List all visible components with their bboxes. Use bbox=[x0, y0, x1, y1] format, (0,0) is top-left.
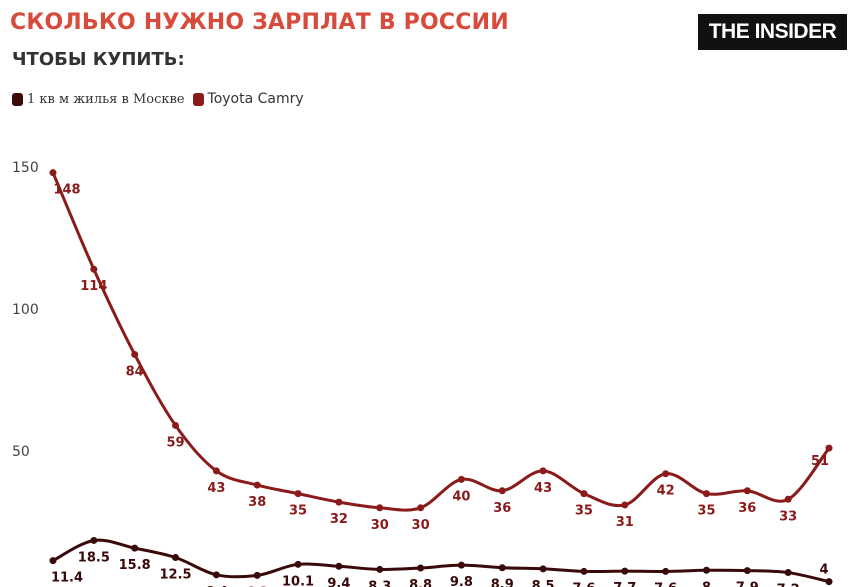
data-label-camry: 30 bbox=[371, 518, 389, 533]
data-label-camry: 32 bbox=[330, 512, 348, 527]
data-label-moscow: 8.9 bbox=[491, 578, 514, 587]
point-camry bbox=[702, 490, 710, 498]
y-tick-label: 50 bbox=[12, 444, 30, 460]
data-label-moscow: 7.9 bbox=[736, 581, 759, 587]
data-label-moscow: 6.4 bbox=[205, 585, 228, 587]
data-label-moscow: 8 bbox=[702, 580, 711, 587]
point-camry bbox=[335, 498, 343, 506]
data-label-moscow: 9.4 bbox=[327, 576, 350, 587]
point-camry bbox=[172, 421, 180, 429]
series-line-camry bbox=[51, 171, 831, 512]
point-camry bbox=[621, 501, 629, 509]
point-camry bbox=[662, 470, 670, 478]
data-label-moscow: 15.8 bbox=[119, 558, 151, 573]
data-label-camry: 38 bbox=[248, 495, 266, 510]
data-label-camry: 35 bbox=[289, 504, 307, 519]
point-moscow bbox=[49, 557, 57, 565]
data-label-camry: 148 bbox=[53, 183, 80, 198]
point-moscow bbox=[702, 566, 710, 574]
point-camry bbox=[294, 490, 302, 498]
point-moscow bbox=[784, 569, 792, 577]
data-label-moscow: 8.8 bbox=[409, 578, 432, 587]
data-label-moscow: 18.5 bbox=[78, 550, 110, 565]
point-moscow bbox=[294, 560, 302, 568]
point-camry bbox=[417, 504, 425, 512]
data-label-camry: 35 bbox=[697, 504, 715, 519]
data-label-camry: 33 bbox=[779, 509, 797, 524]
chart-title: СКОЛЬКО НУЖНО ЗАРПЛАТ В РОССИИ bbox=[10, 10, 509, 35]
data-label-moscow: 7.7 bbox=[613, 581, 636, 587]
data-label-moscow: 6.2 bbox=[246, 585, 269, 587]
data-label-camry: 36 bbox=[738, 501, 756, 516]
point-camry bbox=[825, 444, 833, 452]
point-camry bbox=[90, 265, 98, 273]
point-moscow bbox=[825, 578, 833, 586]
point-camry bbox=[212, 467, 220, 475]
point-moscow bbox=[662, 567, 670, 575]
point-camry bbox=[376, 504, 384, 512]
data-label-camry: 42 bbox=[657, 484, 675, 499]
legend-item-camry[interactable]: Toyota Camry bbox=[192, 91, 304, 107]
point-camry bbox=[498, 487, 506, 495]
point-moscow bbox=[212, 571, 220, 579]
data-label-moscow: 10.1 bbox=[282, 574, 314, 587]
data-label-moscow: 11.4 bbox=[51, 571, 83, 586]
point-moscow bbox=[539, 565, 547, 573]
point-camry bbox=[743, 487, 751, 495]
point-camry bbox=[580, 490, 588, 498]
data-label-camry: 59 bbox=[166, 435, 184, 450]
point-moscow bbox=[457, 561, 465, 569]
point-moscow bbox=[90, 536, 98, 544]
point-camry bbox=[784, 495, 792, 503]
point-moscow bbox=[580, 567, 588, 575]
point-moscow bbox=[743, 567, 751, 575]
data-label-camry: 31 bbox=[616, 515, 634, 530]
legend-item-moscow[interactable]: 1 кв м жилья в Москве bbox=[12, 92, 185, 107]
data-label-camry: 51 bbox=[811, 454, 829, 469]
data-label-camry: 84 bbox=[126, 364, 144, 379]
data-label-moscow: 7.6 bbox=[654, 581, 677, 587]
data-label-moscow: 7.6 bbox=[572, 581, 595, 587]
data-label-camry: 35 bbox=[575, 504, 593, 519]
legend-swatch-camry bbox=[192, 92, 204, 106]
legend-label-camry: Toyota Camry bbox=[207, 91, 304, 107]
point-camry bbox=[131, 350, 139, 358]
data-label-moscow: 9.8 bbox=[450, 575, 473, 587]
point-moscow bbox=[131, 544, 139, 552]
legend: 1 кв м жилья в Москве Toyota Camry bbox=[12, 91, 312, 107]
point-moscow bbox=[335, 562, 343, 570]
point-camry bbox=[539, 467, 547, 475]
data-label-moscow: 8.3 bbox=[368, 579, 391, 587]
point-camry bbox=[49, 169, 57, 177]
point-moscow bbox=[172, 554, 180, 561]
legend-swatch-moscow bbox=[12, 92, 23, 106]
data-label-moscow: 7.2 bbox=[777, 583, 800, 587]
point-moscow bbox=[498, 564, 506, 572]
point-moscow bbox=[417, 564, 425, 572]
data-label-moscow: 4 bbox=[819, 563, 828, 578]
the-insider-logo: THE INSIDER bbox=[698, 14, 847, 50]
data-label-camry: 40 bbox=[452, 489, 470, 504]
data-label-moscow: 8.5 bbox=[532, 579, 555, 587]
point-camry bbox=[253, 481, 261, 489]
data-label-camry: 43 bbox=[534, 481, 552, 496]
y-tick-label: 100 bbox=[12, 302, 39, 318]
point-moscow bbox=[621, 567, 629, 575]
data-label-camry: 36 bbox=[493, 501, 511, 516]
point-moscow bbox=[253, 571, 261, 579]
point-moscow bbox=[376, 565, 384, 573]
y-tick-label: 150 bbox=[12, 160, 39, 176]
data-label-camry: 30 bbox=[412, 518, 430, 533]
chart-subtitle: ЧТОБЫ КУПИТЬ: bbox=[12, 49, 185, 70]
data-label-camry: 43 bbox=[207, 481, 225, 496]
legend-label-moscow: 1 кв м жилья в Москве bbox=[27, 91, 185, 107]
data-label-camry: 114 bbox=[80, 279, 107, 294]
data-label-moscow: 12.5 bbox=[159, 568, 191, 583]
point-camry bbox=[457, 475, 465, 483]
